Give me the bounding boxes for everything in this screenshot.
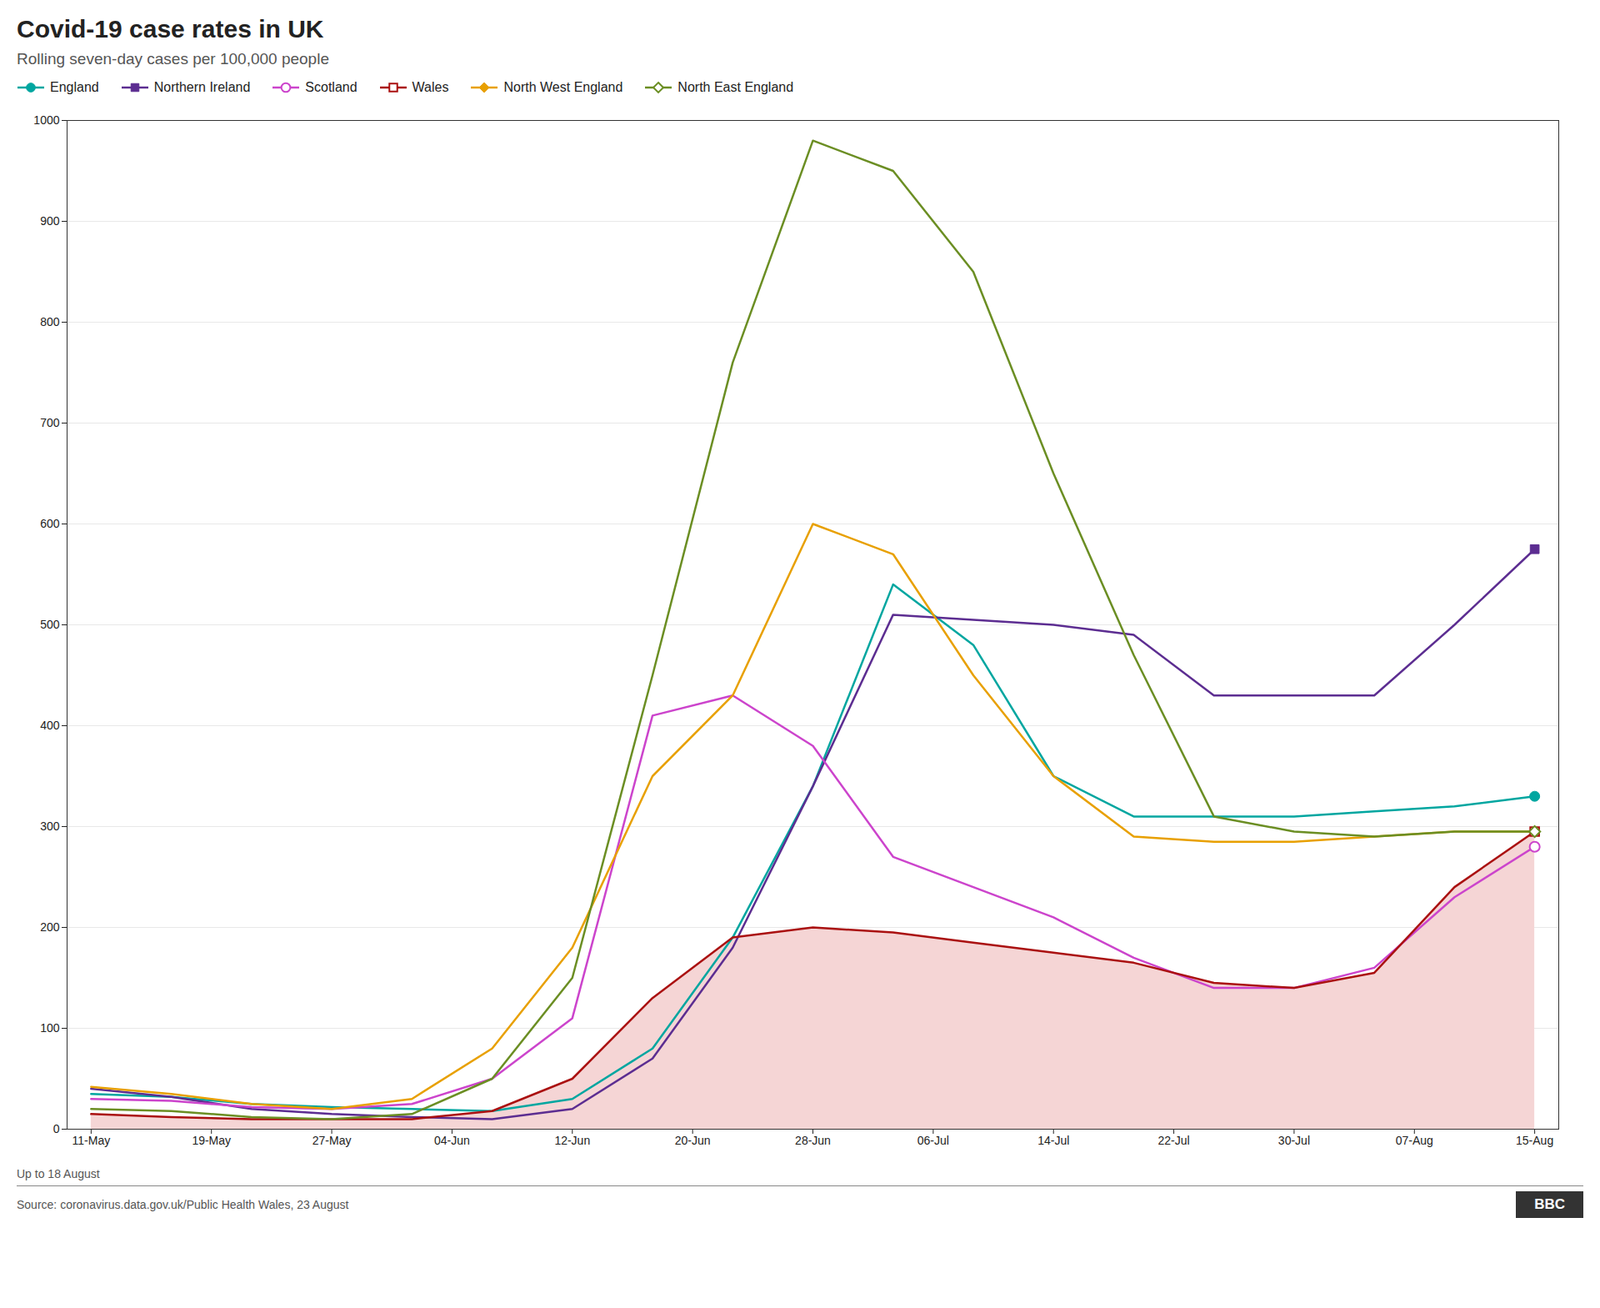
svg-text:100: 100: [40, 1020, 60, 1035]
svg-text:0: 0: [53, 1121, 60, 1135]
svg-text:30-Jul: 30-Jul: [1278, 1133, 1310, 1147]
svg-text:20-Jun: 20-Jun: [675, 1133, 711, 1147]
svg-text:12-Jun: 12-Jun: [554, 1133, 590, 1147]
svg-text:900: 900: [40, 214, 60, 228]
html-text:Northern Ireland: Northern Ireland: [153, 80, 251, 95]
html-text:Source: coronavirus.data.gov.u: Source: coronavirus.data.gov.uk/Public H…: [16, 1197, 349, 1211]
svg-text:04-Jun: 04-Jun: [434, 1133, 470, 1147]
svg-text:300: 300: [40, 819, 60, 833]
svg-text:500: 500: [40, 617, 60, 631]
svg-text:11-May: 11-May: [72, 1133, 111, 1147]
html-text:England: England: [50, 80, 99, 95]
svg-text:600: 600: [40, 516, 60, 530]
svg-text:400: 400: [40, 718, 60, 732]
html-text:Rolling seven-day cases per 10: Rolling seven-day cases per 100,000 peop…: [16, 50, 330, 68]
html-text:Scotland: Scotland: [305, 80, 358, 95]
svg-text:19-May: 19-May: [191, 1133, 231, 1147]
svg-text:1000: 1000: [33, 113, 60, 127]
svg-text:27-May: 27-May: [312, 1133, 352, 1147]
svg-text:700: 700: [40, 415, 60, 430]
svg-text:06-Jul: 06-Jul: [917, 1133, 950, 1147]
html-text:Wales: Wales: [412, 80, 449, 95]
html-text:BBC: BBC: [1534, 1195, 1565, 1212]
svg-text:14-Jul: 14-Jul: [1037, 1133, 1070, 1147]
svg-text:15-Aug: 15-Aug: [1515, 1133, 1554, 1147]
html-text:Up to 18 August: Up to 18 August: [16, 1166, 100, 1180]
svg-text:800: 800: [40, 315, 60, 329]
svg-text:200: 200: [40, 920, 60, 934]
svg-text:22-Jul: 22-Jul: [1157, 1133, 1190, 1147]
html-text:North East England: North East England: [677, 80, 794, 95]
html-text:Covid-19 case rates in UK: Covid-19 case rates in UK: [16, 15, 324, 43]
html-text:North West England: North West England: [503, 80, 623, 95]
svg-text:07-Aug: 07-Aug: [1395, 1133, 1434, 1147]
svg-text:28-Jun: 28-Jun: [795, 1133, 831, 1147]
